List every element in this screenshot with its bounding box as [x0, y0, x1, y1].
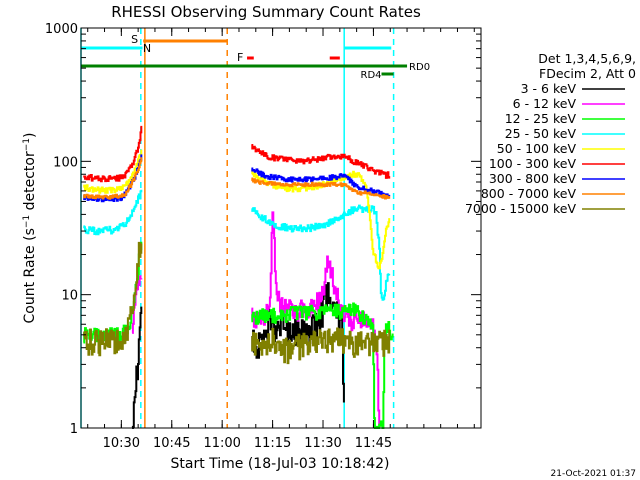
y-axis-label-exponent: −1: [22, 138, 32, 151]
generation-timestamp: 21-Oct-2021 01:37: [551, 469, 636, 479]
series-line: [131, 306, 143, 429]
legend-entry-label: 300 - 800 keV: [489, 171, 577, 186]
y-axis-label-part: detector: [22, 151, 38, 215]
y-tick-label: 10: [61, 289, 78, 304]
x-tick-label: 11:15: [254, 436, 291, 451]
chart-title: RHESSI Observing Summary Count Rates: [111, 3, 421, 21]
y-axis-label: Count Rate (s−1 detector−1): [22, 133, 38, 324]
rd4-label: RD4: [361, 70, 382, 81]
series-line: [83, 241, 143, 357]
series-line: [83, 157, 143, 200]
legend-entry-label: 100 - 300 keV: [489, 156, 577, 171]
night-label: N: [143, 42, 151, 55]
rd0-label: RD0: [409, 62, 430, 73]
y-tick-label: 1: [70, 422, 78, 437]
y-axis-label-exponent: −1: [22, 215, 32, 228]
tick-layer: 10:30 10:45 11:00 11:15 11:30 11:45 1 10 100 1000: [45, 22, 481, 451]
x-axis-label: Start Time (18-Jul-03 10:18:42): [170, 456, 389, 472]
series-line: [251, 204, 391, 301]
x-tick-label: 10:30: [103, 436, 140, 451]
series-line: [251, 167, 391, 197]
saa-label: S: [131, 33, 138, 46]
legend-entry-label: 800 - 7000 keV: [481, 186, 577, 201]
series-line: [251, 327, 391, 365]
plot-frame: [80, 27, 482, 429]
legend-entry-label: 3 - 6 keV: [521, 81, 577, 96]
y-axis-label-part: Count Rate (s: [22, 228, 38, 323]
y-axis-label-part: ): [22, 133, 38, 138]
series-line: [251, 302, 394, 429]
series-line: [251, 177, 391, 200]
series-layer: [83, 125, 394, 429]
x-tick-label: 11:00: [203, 436, 240, 451]
legend-entry-label: 50 - 100 keV: [497, 141, 577, 156]
legend: Det 1,3,4,5,6,9, FDecim 2, Att 0 3 - 6 k…: [465, 51, 636, 216]
x-tick-label: 10:45: [153, 436, 190, 451]
legend-entry-label: 12 - 25 keV: [505, 111, 577, 126]
series-line: [83, 149, 143, 194]
series-line: [83, 125, 143, 183]
legend-header-line: Det 1,3,4,5,6,9,: [538, 51, 636, 66]
annotation-overlays: SN F RD0 RD4: [80, 28, 430, 428]
series-line: [251, 211, 381, 428]
legend-header-line: FDecim 2, Att 0: [539, 66, 636, 81]
flare-label: F: [237, 51, 243, 64]
legend-entry-label: 6 - 12 keV: [513, 96, 577, 111]
series-line: [251, 144, 391, 179]
legend-entry-label: 25 - 50 keV: [505, 126, 577, 141]
y-tick-label: 100: [53, 155, 78, 170]
x-tick-label: 11:45: [355, 436, 392, 451]
x-tick-label: 11:30: [304, 436, 341, 451]
series-line: [83, 189, 143, 236]
y-tick-label: 1000: [45, 22, 78, 37]
legend-entry-label: 7000 - 15000 keV: [465, 201, 576, 216]
